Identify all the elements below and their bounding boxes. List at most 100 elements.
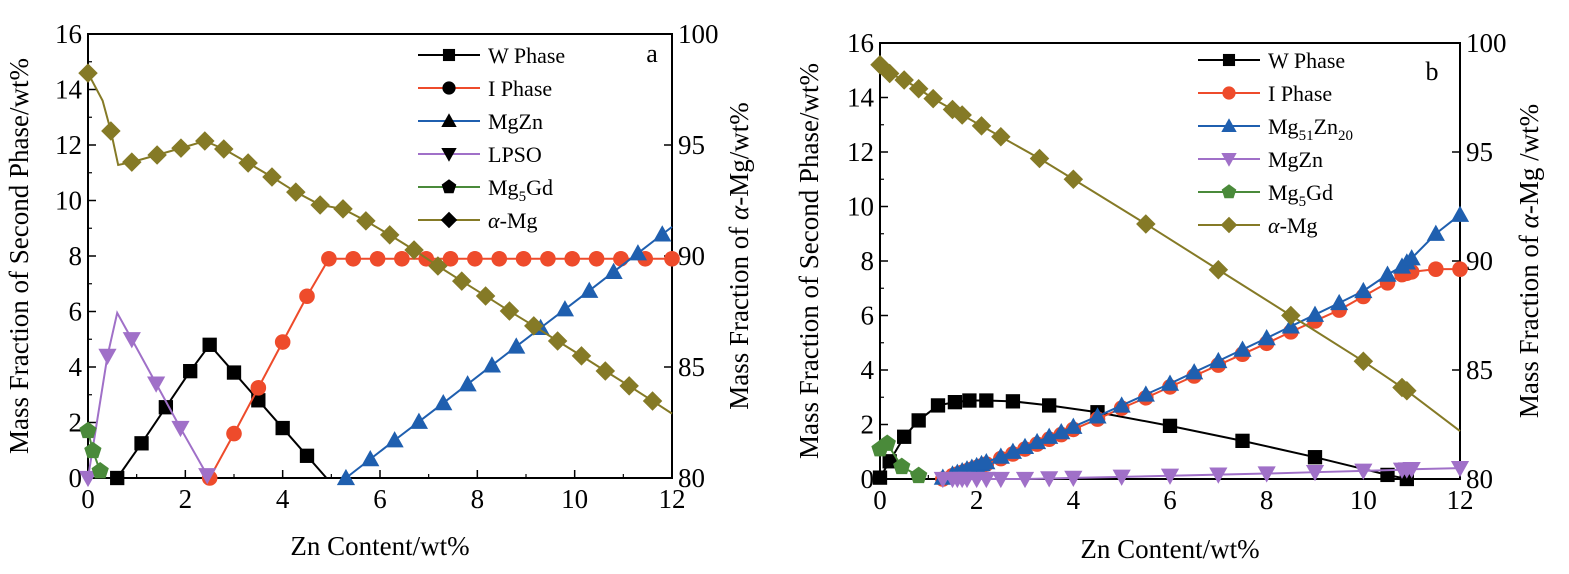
data-point — [499, 301, 520, 321]
data-point — [613, 250, 629, 267]
y-tick-label: 0 — [861, 464, 875, 494]
data-point — [482, 356, 502, 373]
data-point — [195, 131, 215, 151]
data-point — [1064, 417, 1083, 434]
data-point — [1402, 249, 1421, 266]
y-tick-label: 4 — [69, 352, 83, 382]
data-point — [923, 88, 943, 109]
y-tick-label: 6 — [69, 297, 83, 327]
data-point — [299, 448, 315, 463]
legend-label: α-Mg — [488, 208, 537, 233]
legend-label: I Phase — [488, 76, 552, 101]
data-point — [872, 470, 888, 485]
data-point — [202, 337, 217, 352]
data-point — [628, 244, 648, 261]
chart-panel-a: 0 2 4 6 8 10 12 0 2 4 6 8 10 12 14 16 80 85 90 95 100 Zn Cont… — [4, 19, 754, 561]
data-point — [1281, 317, 1300, 334]
data-point — [336, 468, 356, 486]
data-point — [101, 121, 121, 141]
data-point — [979, 393, 994, 408]
data-point — [158, 400, 174, 415]
x-tick-label: 12 — [659, 484, 686, 514]
y-tick-label: 2 — [69, 408, 83, 438]
x-tick-label: 4 — [1067, 485, 1081, 515]
y-tick-label: 10 — [847, 192, 874, 222]
data-point — [1307, 450, 1323, 465]
data-point — [122, 152, 142, 172]
y2-tick-label: 90 — [1466, 246, 1493, 276]
data-point — [1330, 293, 1349, 311]
data-point — [653, 225, 672, 242]
data-point — [1305, 465, 1325, 482]
data-point — [1402, 462, 1421, 479]
x-tick-label: 8 — [1260, 485, 1274, 515]
data-point — [369, 250, 386, 267]
data-point — [491, 250, 508, 267]
data-point — [588, 250, 605, 267]
data-point — [310, 195, 330, 215]
series-w-phase — [872, 393, 1414, 487]
data-point — [321, 250, 337, 267]
data-point — [1029, 148, 1050, 169]
data-point — [1209, 351, 1228, 369]
y-axis-title: Mass Fraction of Second Phase/wt% — [4, 58, 34, 454]
data-point — [286, 182, 306, 202]
data-point — [214, 139, 234, 159]
x-tick-label: 0 — [873, 485, 887, 515]
data-point — [952, 105, 972, 125]
data-point — [1040, 427, 1059, 444]
data-point — [580, 281, 599, 298]
data-point — [977, 453, 996, 470]
data-point — [971, 116, 992, 136]
data-point — [122, 332, 141, 349]
data-point — [385, 431, 404, 448]
data-point — [1452, 261, 1468, 277]
data-point — [1353, 351, 1374, 372]
data-point — [1185, 363, 1204, 380]
data-point — [404, 240, 424, 260]
legend-label: Mg51Zn20 — [1268, 114, 1353, 144]
data-point — [452, 271, 472, 291]
y2-tick-label: 100 — [678, 19, 719, 49]
data-point — [409, 412, 429, 429]
data-point — [1281, 305, 1301, 326]
x-axis-title: Zn Content/wt% — [290, 531, 469, 561]
data-point — [84, 441, 102, 459]
y-tick-label: 16 — [55, 19, 82, 49]
legend-marker — [1221, 152, 1237, 167]
y-tick-label: 2 — [861, 410, 875, 440]
data-point — [226, 425, 242, 442]
legend-label: LPSO — [488, 142, 542, 167]
panel-label: a — [646, 39, 658, 68]
data-point — [547, 331, 568, 351]
data-point — [1380, 467, 1395, 483]
data-point — [250, 380, 267, 396]
data-point — [962, 393, 977, 408]
legend-marker — [1220, 216, 1238, 234]
data-point — [147, 376, 166, 393]
data-point — [1233, 340, 1252, 357]
legend-marker — [441, 113, 457, 128]
data-point — [1064, 470, 1083, 488]
data-point — [79, 421, 97, 439]
data-point — [1015, 437, 1035, 454]
data-point — [262, 167, 282, 187]
data-point — [274, 334, 291, 350]
y2-tick-label: 90 — [678, 241, 705, 271]
data-point — [1305, 305, 1325, 322]
data-point — [134, 436, 149, 451]
x-tick-label: 0 — [81, 484, 95, 514]
x-tick-label: 4 — [276, 484, 290, 514]
y2-tick-label: 85 — [1466, 355, 1493, 385]
data-point — [564, 250, 581, 267]
legend-label: Mg5Gd — [488, 175, 553, 205]
data-point — [98, 348, 117, 365]
data-point — [442, 250, 459, 267]
y2-axis-title: Mass Fraction of α-Mg/wt% — [724, 102, 754, 409]
x-tick-label: 2 — [179, 484, 193, 514]
legend-marker — [441, 179, 457, 194]
data-point — [183, 364, 198, 379]
data-point — [1112, 469, 1131, 486]
data-point — [991, 471, 1010, 489]
data-point — [1354, 281, 1373, 299]
